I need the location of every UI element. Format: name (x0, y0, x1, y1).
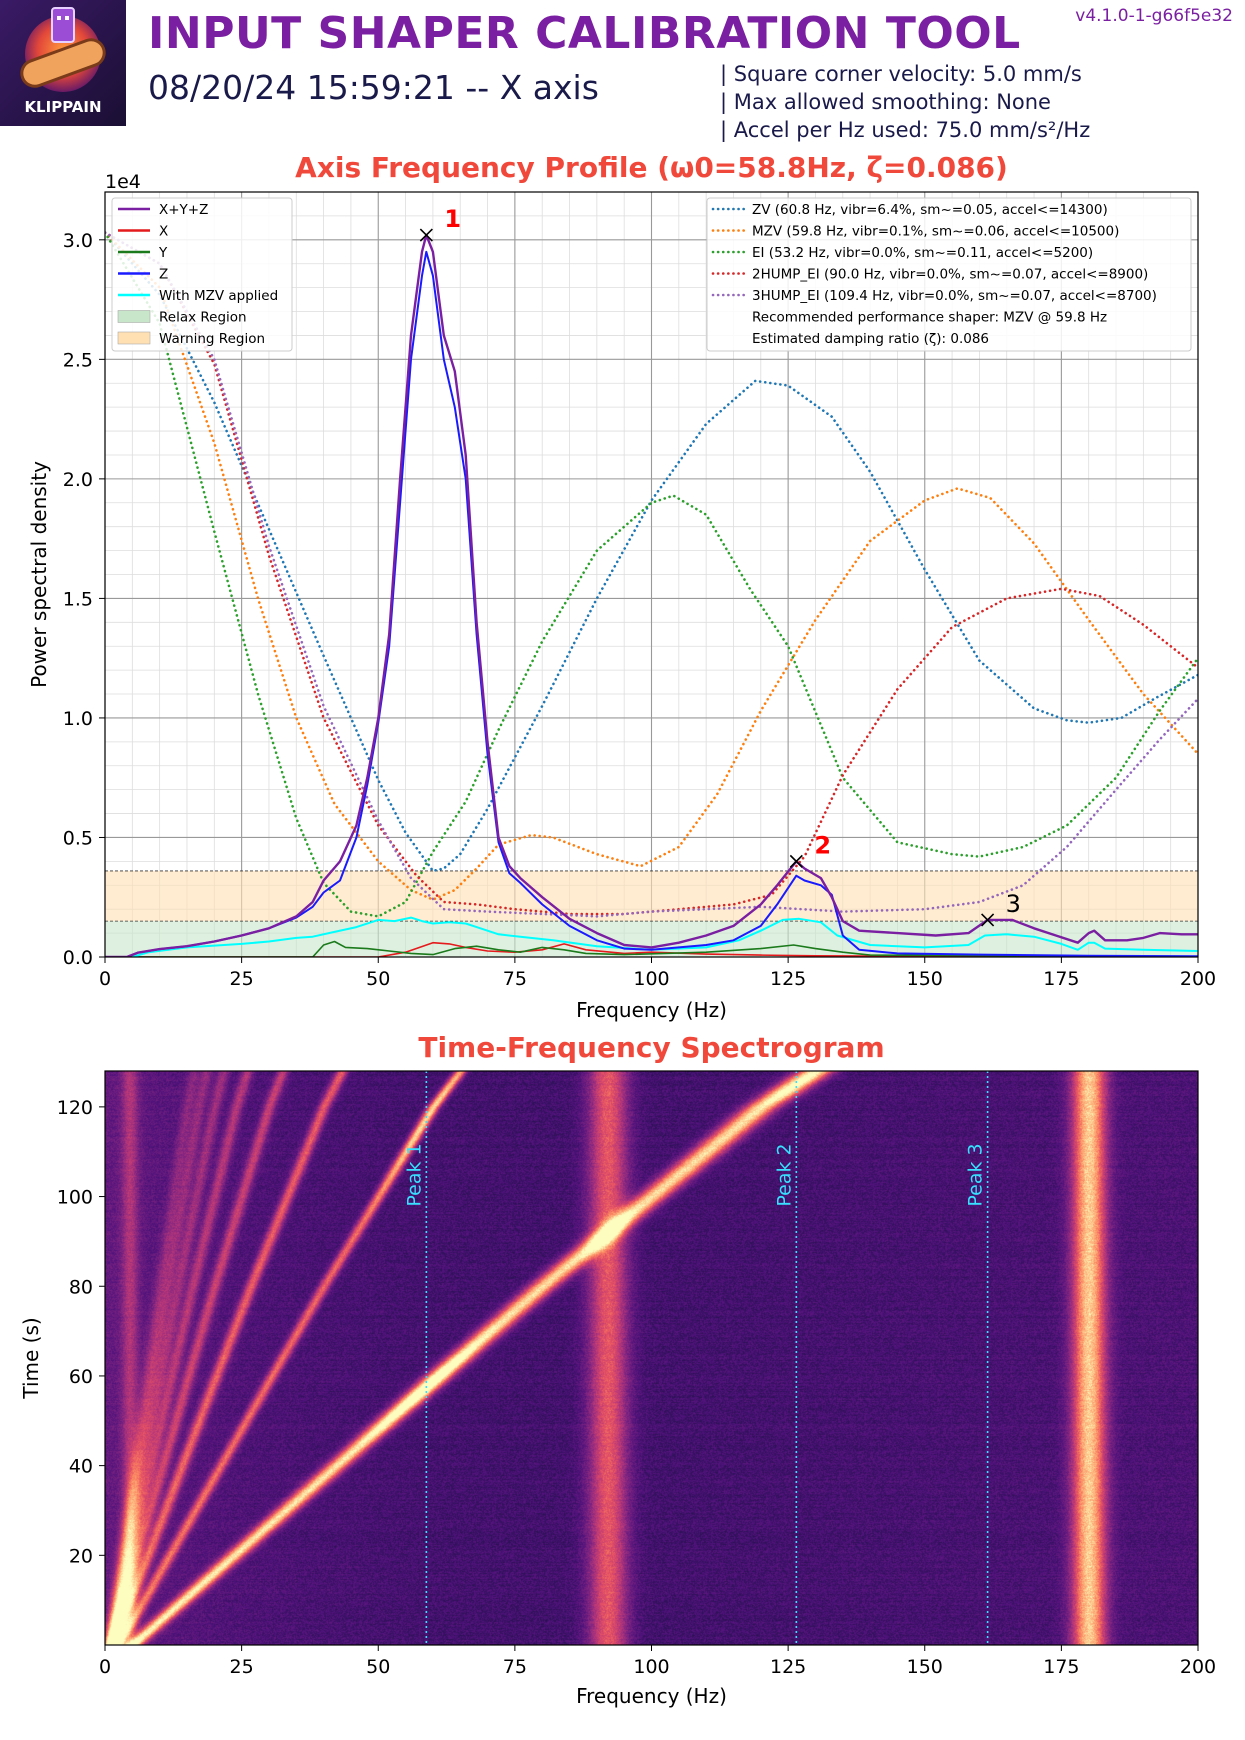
series-line-y (105, 940, 1198, 957)
x-tick-label: 0 (99, 1656, 111, 1678)
x-tick-label: 200 (1180, 1656, 1216, 1678)
param-square-corner-velocity: | Square corner velocity: 5.0 mm/s (720, 62, 1082, 86)
legend-left: X+Y+Z XYZ With MZV applied Relax Region Warn… (111, 197, 293, 352)
legend-label: With MZV applied (159, 288, 278, 304)
series-line-3hump_ei (105, 231, 1198, 918)
page-subtitle: 08/20/24 15:59:21 -- X axis (148, 68, 599, 107)
series-line-2hump_ei (105, 231, 1198, 916)
peak-line-label: Peak 1 (403, 1143, 425, 1206)
peak-marker-1 (419, 228, 433, 242)
y-tick-label: 0.0 (63, 947, 93, 969)
y-tick-label: 60 (69, 1366, 93, 1388)
x-tick-label: 200 (1180, 968, 1216, 990)
legend-label: Estimated damping ratio (ζ): 0.086 (752, 331, 989, 347)
series-group (105, 231, 1198, 957)
legend-label: 2HUMP_EI (90.0 Hz, vibr=0.0%, sm~=0.07, … (752, 267, 1148, 283)
legend-box (111, 197, 293, 352)
x-tick-label: 175 (1043, 968, 1079, 990)
chart-title: Time-Frequency Spectrogram (418, 1031, 884, 1064)
axis-frequency-profile-chart: Axis Frequency Profile (ω0=58.8Hz, ζ=0.0… (27, 151, 1216, 1022)
x-tick-label: 125 (770, 1656, 806, 1678)
version-label: v4.1.0-1-g66f5e32 (1075, 6, 1233, 26)
legend-label: Y (158, 245, 168, 261)
series-line-mzv (105, 231, 1198, 901)
warning-region (105, 870, 1198, 922)
y-axis-label: Power spectral density (27, 461, 51, 688)
legend-label: X+Y+Z (159, 202, 208, 218)
legend-label: MZV (59.8 Hz, vibr=0.1%, sm~=0.06, accel… (752, 224, 1119, 240)
param-accel-per-hz: | Accel per Hz used: 75.0 mm/s²/Hz (720, 118, 1091, 142)
peak-label-1: 1 (444, 205, 461, 233)
y-scale-label: 1e4 (105, 171, 141, 193)
y-tick-label: 2.5 (63, 349, 93, 371)
y-tick-label: 80 (69, 1276, 93, 1298)
y-tick-label: 20 (69, 1545, 93, 1567)
x-tick-label: 0 (99, 968, 111, 990)
chart-title: Axis Frequency Profile (ω0=58.8Hz, ζ=0.0… (295, 151, 1008, 184)
peak-line-label: Peak 3 (965, 1143, 987, 1206)
series-line-zv (105, 231, 1198, 873)
legend-label: ZV (60.8 Hz, vibr=6.4%, sm~=0.05, accel<… (752, 202, 1108, 218)
x-tick-label: 75 (503, 1656, 527, 1678)
x-tick-label: 150 (907, 968, 943, 990)
legend-swatch-relax_region (117, 310, 151, 323)
y-tick-label: 120 (57, 1097, 93, 1119)
x-tick-label: 50 (366, 1656, 390, 1678)
y-tick-label: 1.0 (63, 708, 93, 730)
x-tick-label: 125 (770, 968, 806, 990)
peak-marker-3 (981, 913, 995, 927)
peak-label-3: 3 (1006, 890, 1021, 918)
logo-text: KLIPPAIN (24, 98, 101, 116)
legend-label: EI (53.2 Hz, vibr=0.0%, sm~=0.11, accel<… (752, 245, 1093, 261)
x-axis-label: Frequency (Hz) (576, 998, 727, 1022)
legend-label: Recommended performance shaper: MZV @ 59… (752, 310, 1107, 326)
legend-label: 3HUMP_EI (109.4 Hz, vibr=0.0%, sm~=0.07,… (752, 288, 1157, 304)
x-tick-label: 175 (1043, 1656, 1079, 1678)
x-tick-label: 50 (366, 968, 390, 990)
y-tick-label: 3.0 (63, 230, 93, 252)
peak-label-2: 2 (814, 831, 831, 859)
y-tick-label: 100 (57, 1187, 93, 1209)
y-tick-label: 2.0 (63, 469, 93, 491)
x-tick-label: 25 (230, 1656, 254, 1678)
legend-swatch-warning_region (117, 331, 151, 345)
legend-label: Relax Region (159, 310, 247, 326)
spectrogram-canvas (105, 1071, 1198, 1645)
time-frequency-spectrogram-chart: Time-Frequency Spectrogram Peak 1 Peak 2 Pe… (19, 1031, 1216, 1708)
series-line-ei (105, 231, 1198, 918)
legend-label: X (159, 224, 168, 240)
legend-label: Z (159, 267, 168, 283)
param-max-smoothing: | Max allowed smoothing: None (720, 90, 1051, 114)
page-title: INPUT SHAPER CALIBRATION TOOL (148, 8, 1021, 59)
legend-box (706, 197, 1192, 352)
klippain-logo: KLIPPAIN (0, 0, 126, 126)
peak-line-label: Peak 2 (773, 1143, 795, 1206)
x-axis-label: Frequency (Hz) (576, 1684, 727, 1708)
y-tick-label: 1.5 (63, 588, 93, 610)
x-tick-label: 100 (633, 968, 669, 990)
y-tick-label: 40 (69, 1456, 93, 1478)
x-tick-label: 25 (230, 968, 254, 990)
x-tick-label: 100 (633, 1656, 669, 1678)
y-tick-label: 0.5 (63, 827, 93, 849)
legend-right: ZV (60.8 Hz, vibr=6.4%, sm~=0.05, accel<… (706, 197, 1192, 352)
peak-marker-2 (789, 854, 803, 868)
x-tick-label: 75 (503, 968, 527, 990)
legend-label: Warning Region (159, 331, 265, 347)
series-line-mzv_applied (105, 916, 1198, 957)
spectrogram-image (105, 1071, 1198, 1645)
parameter-list: | Square corner velocity: 5.0 mm/s | Max… (720, 60, 1090, 144)
series-line-xyz (105, 233, 1198, 957)
x-tick-label: 150 (907, 1656, 943, 1678)
y-axis-label: Time (s) (19, 1317, 43, 1399)
